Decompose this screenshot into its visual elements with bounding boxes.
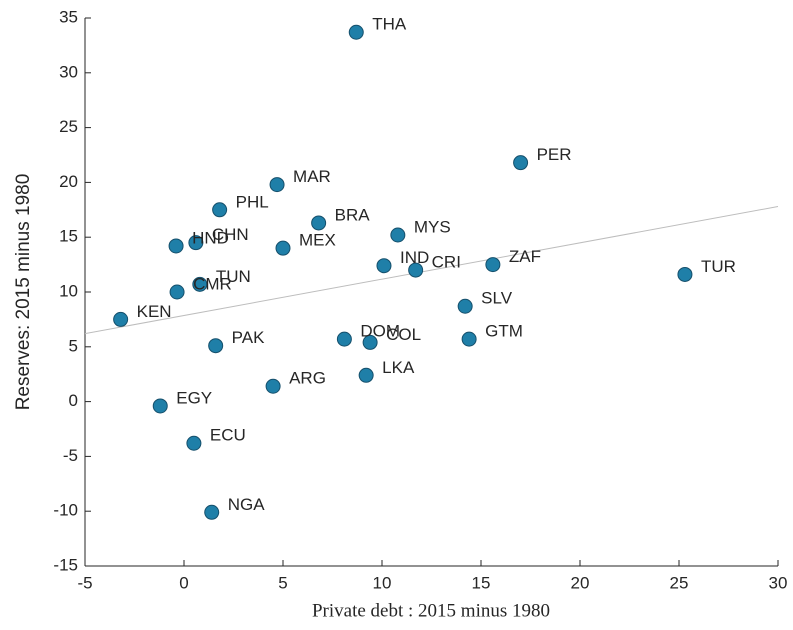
point-label: CRI — [432, 253, 461, 272]
y-tick-label: -5 — [63, 446, 78, 465]
point-label: BRA — [335, 205, 371, 224]
y-tick-label: 25 — [59, 117, 78, 136]
point-label: MEX — [299, 231, 336, 250]
point — [677, 266, 693, 282]
point — [485, 257, 501, 273]
y-tick-label: 20 — [59, 172, 78, 191]
point — [212, 202, 228, 218]
point-label: CMR — [193, 274, 232, 293]
point — [204, 504, 220, 520]
point — [188, 235, 204, 251]
point — [376, 258, 392, 274]
x-tick-label: -5 — [77, 573, 92, 592]
point-label: GTM — [485, 322, 523, 341]
trend-line — [84, 206, 779, 335]
y-tick-label: -15 — [53, 555, 78, 574]
point — [186, 435, 202, 451]
x-tick-label: 5 — [278, 573, 287, 592]
x-tick-label: 10 — [373, 573, 392, 592]
point — [152, 398, 168, 414]
point — [113, 311, 129, 327]
point — [362, 334, 378, 350]
point-label: EGY — [176, 388, 212, 407]
point — [348, 24, 364, 40]
y-tick-label: 15 — [59, 227, 78, 246]
point — [358, 367, 374, 383]
point-label: KEN — [137, 302, 172, 321]
x-axis-label: Private debt : 2015 minus 1980 — [312, 600, 550, 621]
point-label: CHN — [212, 225, 249, 244]
point — [457, 298, 473, 314]
point — [513, 155, 529, 171]
y-tick-label: 35 — [59, 7, 78, 26]
point-label: LKA — [382, 358, 415, 377]
y-tick-label: 10 — [59, 281, 78, 300]
point-label: MAR — [293, 167, 331, 186]
y-axis-label: Reserves: 2015 minus 1980 — [13, 174, 34, 411]
point-label: HND — [192, 228, 229, 247]
point-label: DOM — [360, 322, 400, 341]
point — [192, 276, 208, 292]
point — [208, 338, 224, 354]
point-label: ARG — [289, 369, 326, 388]
y-tick-label: 30 — [59, 62, 78, 81]
x-tick-label: 20 — [571, 573, 590, 592]
point-label: ECU — [210, 426, 246, 445]
x-tick-label: 25 — [670, 573, 689, 592]
point-label: COL — [386, 325, 421, 344]
point-label: TUN — [216, 267, 251, 286]
x-tick-label: 0 — [179, 573, 188, 592]
point-label: IND — [400, 248, 429, 267]
y-tick-label: -10 — [53, 501, 78, 520]
point-label: SLV — [481, 289, 513, 308]
y-tick-label: 5 — [69, 336, 78, 355]
point-label: TUR — [701, 257, 736, 276]
point — [461, 331, 477, 347]
point-label: PHL — [236, 192, 269, 211]
point — [408, 262, 424, 278]
point-label: THA — [372, 15, 407, 34]
point — [269, 177, 285, 193]
x-tick-label: 30 — [769, 573, 788, 592]
point — [275, 240, 291, 256]
point — [390, 227, 406, 243]
point-label: PER — [537, 145, 572, 164]
point — [265, 378, 281, 394]
y-tick-label: 0 — [69, 391, 78, 410]
point-label: NGA — [228, 495, 266, 514]
point — [169, 284, 185, 300]
point — [168, 238, 184, 254]
point-label: ZAF — [509, 247, 541, 266]
point — [311, 215, 327, 231]
point-label: MYS — [414, 217, 451, 236]
point-label: PAK — [232, 328, 265, 347]
point — [336, 331, 352, 347]
x-tick-label: 15 — [472, 573, 491, 592]
